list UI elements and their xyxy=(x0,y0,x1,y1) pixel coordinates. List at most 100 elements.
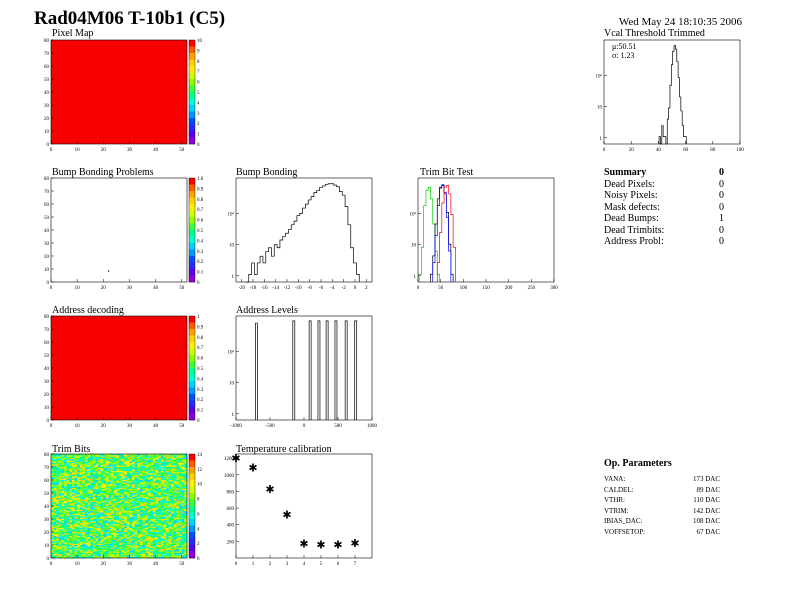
heatmap-cell xyxy=(132,522,135,525)
heatmap-cell xyxy=(134,522,138,525)
heatmap-cell xyxy=(51,487,54,490)
heatmap-cell xyxy=(119,528,122,530)
heatmap-cell xyxy=(150,546,154,548)
heatmap-cell xyxy=(92,519,96,521)
heatmap-cell xyxy=(108,519,112,521)
heatmap-cell xyxy=(129,509,133,512)
heatmap-cell xyxy=(103,525,107,527)
heatmap-cell xyxy=(113,506,117,508)
palette-swatch xyxy=(189,525,195,533)
heatmap-cell xyxy=(71,512,75,514)
address-level-peak xyxy=(325,320,329,420)
heatmap-cell xyxy=(90,483,94,486)
heatmap-cell xyxy=(153,490,156,492)
heatmap-cell xyxy=(126,489,130,491)
heatmap-cell xyxy=(105,534,109,537)
heatmap-cell xyxy=(137,504,141,507)
heatmap-cell xyxy=(132,461,135,464)
heatmap-cell xyxy=(166,467,169,469)
heatmap-cell xyxy=(69,459,73,461)
heatmap-cell xyxy=(69,502,73,504)
palette-swatch xyxy=(189,223,195,231)
heatmap-cell xyxy=(85,538,88,540)
heatmap-cell xyxy=(90,522,94,525)
heatmap-cell xyxy=(137,547,141,550)
palette-label: 0.9 xyxy=(197,325,204,330)
heatmap-cell xyxy=(147,502,151,504)
heatmap-cell xyxy=(69,480,73,482)
heatmap-cell xyxy=(53,503,57,505)
heatmap-cell xyxy=(77,513,80,516)
heatmap-cell xyxy=(79,469,83,472)
heatmap-cell xyxy=(95,460,99,462)
heatmap-cell xyxy=(132,521,135,524)
heatmap-cell xyxy=(184,535,188,538)
heatmap-cell xyxy=(124,542,128,544)
heatmap-cell xyxy=(87,516,91,518)
heatmap-cell xyxy=(184,520,188,522)
heatmap-cell xyxy=(71,467,75,469)
heatmap-cell xyxy=(105,483,109,486)
heatmap-cell xyxy=(184,542,188,544)
heatmap-cell xyxy=(69,554,73,556)
heatmap-cell xyxy=(139,543,143,546)
heatmap-cell xyxy=(176,508,180,511)
heatmap-cell xyxy=(142,491,146,494)
heatmap-cell xyxy=(173,495,177,498)
heatmap-cell xyxy=(64,548,67,551)
heatmap-cell xyxy=(61,534,65,537)
heatmap-cell xyxy=(173,464,177,466)
heatmap-cell xyxy=(103,460,107,462)
heatmap-cell xyxy=(142,535,146,538)
heatmap-cell xyxy=(147,499,151,501)
heatmap-cell xyxy=(69,495,73,498)
heatmap-cell xyxy=(142,506,146,508)
heatmap-cell xyxy=(90,520,94,522)
heatmap-cell xyxy=(137,546,141,548)
heatmap-cell xyxy=(66,535,70,538)
heatmap-cell xyxy=(53,548,57,551)
heatmap-cell xyxy=(184,469,188,472)
heatmap-cell xyxy=(77,517,80,520)
heatmap-cell xyxy=(66,473,70,475)
heatmap-cell xyxy=(100,461,104,464)
heatmap-cell xyxy=(58,481,62,483)
heatmap-cell xyxy=(158,499,162,501)
heatmap-cell xyxy=(90,528,94,530)
palette-frame xyxy=(188,39,196,145)
heatmap-cell xyxy=(87,499,91,501)
heatmap-cell xyxy=(98,506,101,508)
heatmap-cell xyxy=(134,470,138,473)
heatmap-cell xyxy=(90,480,94,482)
heatmap-cell xyxy=(82,498,86,500)
heatmap-cell xyxy=(64,461,67,464)
heatmap-cell xyxy=(119,547,122,550)
heatmap-cell xyxy=(173,538,177,540)
heatmap-cell xyxy=(124,530,128,533)
heatmap-cell xyxy=(168,550,172,552)
heatmap-cell xyxy=(85,457,88,460)
heatmap-cell xyxy=(56,503,60,505)
heatmap-cell xyxy=(53,545,57,547)
heatmap-cell xyxy=(134,468,138,470)
heatmap-cell xyxy=(155,512,159,514)
heatmap-cell xyxy=(179,459,182,461)
heatmap-cell xyxy=(90,460,94,462)
heatmap-cell xyxy=(90,459,94,461)
heatmap-cell xyxy=(85,472,88,474)
heatmap-cell xyxy=(119,508,122,511)
heatmap-cell xyxy=(173,537,177,539)
heatmap-cell xyxy=(121,460,125,462)
heatmap-cell xyxy=(113,480,117,482)
heatmap-cell xyxy=(66,485,70,487)
heatmap-cell xyxy=(119,473,122,475)
heatmap-cell xyxy=(53,530,57,533)
heatmap-cell xyxy=(121,520,125,522)
heatmap-cell xyxy=(142,465,146,468)
heatmap-cell xyxy=(66,487,70,490)
heatmap-cell xyxy=(166,534,169,537)
heatmap-cell xyxy=(74,459,78,461)
heatmap-cell xyxy=(58,503,62,505)
heatmap-cell xyxy=(103,502,107,504)
heatmap-cell xyxy=(95,526,99,529)
